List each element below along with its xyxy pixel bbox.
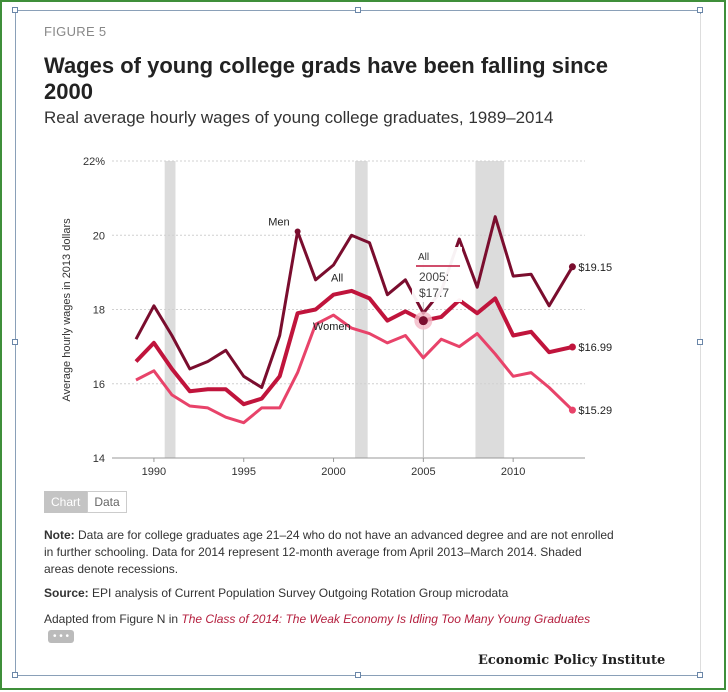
x-tick-label: 2000 — [321, 466, 345, 478]
tab-chart[interactable]: Chart — [44, 491, 88, 513]
source-label: Source: — [44, 586, 89, 600]
x-tick-label: 1990 — [142, 466, 166, 478]
y-tick-label: 16 — [93, 379, 105, 391]
tooltip-year: 2005: — [419, 270, 449, 284]
x-tick-label: 1995 — [231, 466, 255, 478]
resize-handle-right[interactable] — [697, 339, 703, 345]
chart-note: Note: Data are for college graduates age… — [44, 527, 614, 578]
y-tick-label: 20 — [93, 230, 105, 242]
series-end-point-men — [568, 263, 576, 271]
tooltip-series-name: All — [418, 252, 429, 263]
tab-data[interactable]: Data — [87, 491, 127, 513]
series-label-men: Men — [268, 217, 289, 229]
men-peak-point — [294, 228, 301, 235]
tooltip-value: $17.7 — [419, 286, 449, 300]
resize-handle-top[interactable] — [355, 7, 361, 13]
y-tick-label: 22% — [83, 156, 105, 168]
series-end-label-men: $19.15 — [578, 262, 612, 274]
publisher-logo: Economic Policy Institute — [478, 653, 666, 668]
series-end-point-all — [568, 343, 576, 351]
adapted-prefix: Adapted from Figure N in — [44, 612, 182, 626]
x-tick-label: 2005 — [411, 466, 435, 478]
series-end-label-women: $15.29 — [578, 405, 612, 417]
view-tabs: Chart Data — [44, 491, 127, 513]
series-end-label-all: $16.99 — [578, 342, 612, 354]
resize-handle-bottom[interactable] — [355, 672, 361, 678]
resize-handle-bottom-right[interactable] — [697, 672, 703, 678]
recession-band-0 — [164, 161, 176, 458]
note-label: Note: — [44, 528, 75, 542]
figure-label: FIGURE 5 — [44, 24, 107, 39]
y-tick-label: 18 — [93, 305, 105, 317]
adapted-from: Adapted from Figure N in The Class of 20… — [44, 611, 614, 645]
resize-handle-top-right[interactable] — [697, 7, 703, 13]
resize-handle-top-left[interactable] — [12, 7, 18, 13]
series-label-women: Women — [313, 321, 351, 333]
source-text: EPI analysis of Current Population Surve… — [88, 586, 509, 600]
report-link[interactable]: The Class of 2014: The Weak Economy Is I… — [181, 612, 591, 626]
series-label-all: All — [331, 273, 343, 285]
chart-source: Source: EPI analysis of Current Populati… — [44, 586, 508, 600]
resize-handle-left[interactable] — [12, 339, 18, 345]
tooltip-point — [418, 316, 428, 326]
y-tick-label: 14 — [93, 453, 105, 465]
series-end-point-women — [568, 406, 576, 414]
series-line-all — [134, 288, 573, 407]
chart-title: Wages of young college grads have been f… — [44, 53, 608, 104]
y-axis-label: Average hourly wages in 2013 dollars — [61, 218, 73, 402]
resize-handle-bottom-left[interactable] — [12, 672, 18, 678]
note-text: Data are for college graduates age 21–24… — [44, 528, 614, 576]
x-tick-label: 2010 — [501, 466, 525, 478]
series-line-women — [135, 313, 574, 425]
chart-subtitle: Real average hourly wages of young colle… — [44, 108, 554, 127]
more-button[interactable]: • • • — [48, 630, 75, 644]
tooltip-box — [412, 247, 462, 302]
series-line-men — [134, 215, 574, 389]
